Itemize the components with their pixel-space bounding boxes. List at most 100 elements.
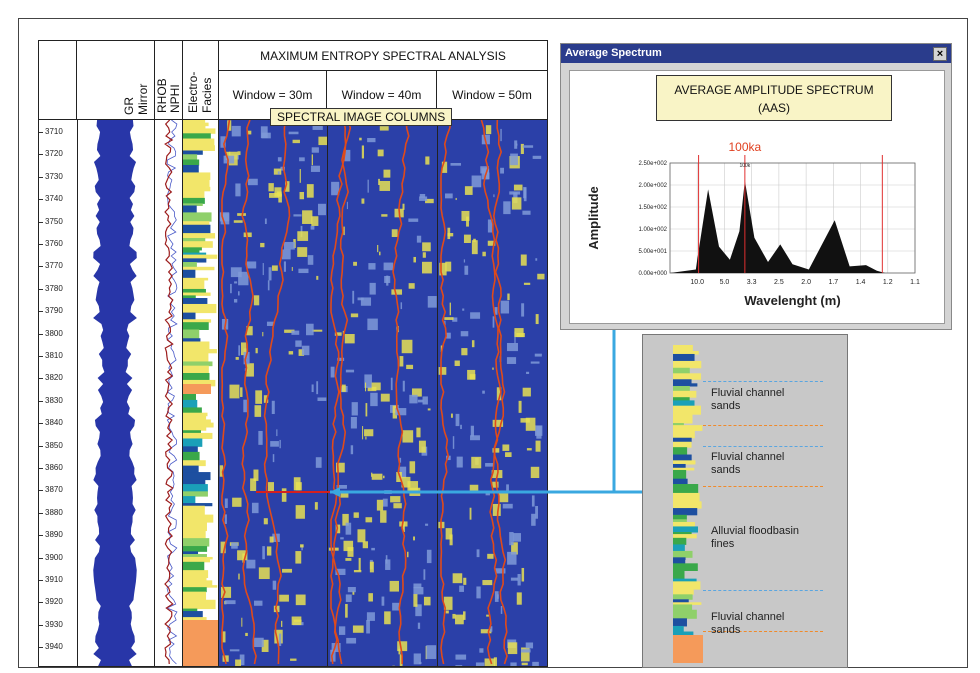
spectral-blob [523,186,527,199]
facies-bed [183,197,205,204]
spectral-blob [463,577,467,585]
spectral-blob [251,502,259,514]
spectral-blob [283,241,295,250]
spectral-blob [297,231,309,241]
spectral-blob [445,261,452,272]
facies-bed [673,492,700,502]
spectral-blob [345,594,352,602]
spectral-blob [416,427,421,438]
spectral-blob [361,198,365,204]
spectral-blob [255,347,258,354]
spectral-blob [299,169,301,183]
spectral-blob [492,448,500,453]
spectral-blob [350,416,357,429]
spectral-blob [500,167,505,174]
spectral-blob [301,345,310,356]
facies-bed [183,460,206,467]
spectral-blob [464,265,469,275]
facies-bed [183,125,206,129]
close-button[interactable]: × [933,47,947,61]
spectral-blob [340,493,349,498]
spectral-blob [335,568,346,575]
spectral-blob [513,533,521,542]
spectral-blob [520,418,530,423]
facies-bed [183,491,208,497]
spectral-blob [353,512,359,518]
facies-bed [183,233,216,239]
facies-bed [183,611,203,618]
facies-bed [673,350,699,355]
facies-bed [183,422,214,428]
facies-bed [183,241,213,248]
spectral-blob [452,436,455,449]
spectral-blob [315,457,322,468]
spectral-blob [459,585,464,592]
spectral-blob [311,329,323,332]
x-tick-label: 2.5 [774,279,784,286]
spectral-blob [413,536,416,541]
spectral-blob [461,210,470,221]
facies-bed [183,620,218,666]
facies-bed [183,372,210,381]
facies-bed [183,312,196,320]
spectral-blob [247,178,258,186]
spectral-blob [490,626,493,632]
facies-bed [673,353,695,362]
spectral-blob [460,331,469,337]
window-50-header: Window = 50m [452,88,532,102]
x-tick-label: 2.0 [801,279,811,286]
facies-bed [183,224,211,234]
spectral-blob [255,390,263,404]
depth-tick-label: 3810 [45,351,63,360]
facies-bed [183,407,202,414]
spectral-blob [360,297,372,306]
spectral-blob [455,654,467,660]
depth-tick-label: 3870 [45,485,63,495]
nphi-label: NPHI [168,84,182,113]
y-tick-label: 0.00e+000 [638,271,667,277]
spectral-blob [469,484,479,492]
amplitude-spectrum-chart: 2.50e+0022.00e+0021.50e+0021.00e+0025.00… [586,140,920,308]
facies-bed [183,591,207,601]
spectral-blob [350,313,359,318]
spectral-blob [522,145,534,148]
facies-label-line: Fluvial channel [711,611,785,623]
depth-tick-mark [39,490,43,492]
spectral-blob [261,639,269,652]
spectral-blob [267,280,270,291]
spectral-blob [367,318,378,331]
facies-bed [183,554,207,558]
spectral-blob [463,234,471,244]
spectral-blob [311,147,319,153]
spectral-blob [233,220,243,223]
spectral-blob [522,210,531,215]
spectral-blob [422,261,432,274]
spectral-blob [526,371,530,374]
depth-tick-label: 3900 [45,552,63,562]
boundary-dash-blue [703,446,823,447]
facies-bed [673,400,695,407]
spectral-blob [498,490,509,503]
spectral-blob [482,390,485,394]
spectral-blob [301,544,303,551]
facies-bed [673,425,703,431]
spectral-blob [480,629,492,634]
spectral-blob [379,180,391,191]
spectral-blob [413,256,416,263]
spectral-blob [510,577,519,581]
facies-bed [673,625,684,633]
spectral-blob [534,353,542,357]
facies-bed [673,501,702,509]
spectral-blob [358,557,361,571]
facies-header: Electro- Facies [183,41,219,119]
spectral-blob [469,507,472,520]
spectral-blob [278,633,282,647]
spectral-blob [441,161,448,173]
spectral-blob [298,349,305,356]
spectral-blob [380,393,390,402]
facies-bed [673,430,695,439]
gr-header: GR Mirror [77,41,155,119]
gr-mirror-shape [93,120,137,666]
period-marker-label: 100ka [729,140,762,154]
electro-label: Electro- [186,71,200,113]
